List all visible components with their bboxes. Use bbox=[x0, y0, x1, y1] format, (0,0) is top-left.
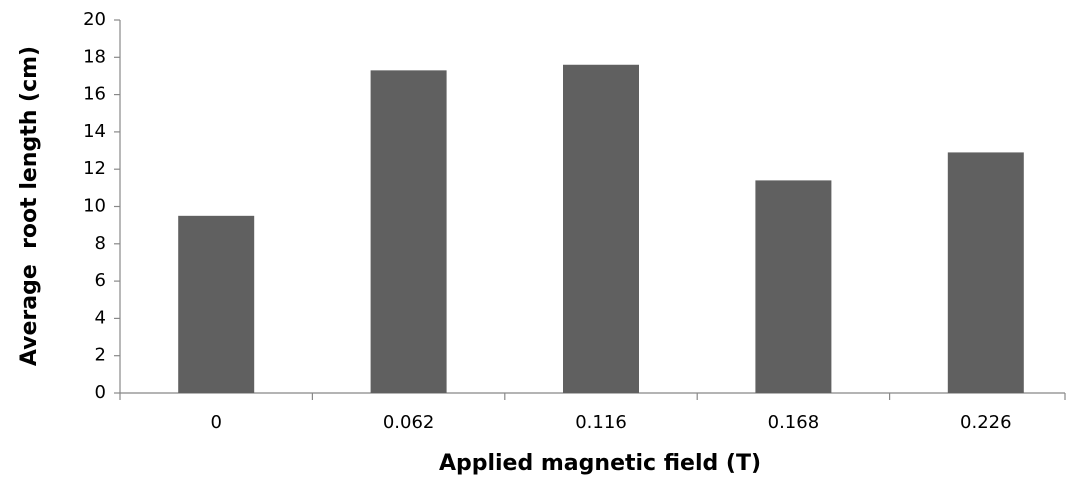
x-tick-label: 0.062 bbox=[383, 412, 435, 433]
y-tick-label: 2 bbox=[95, 345, 106, 366]
bar bbox=[947, 152, 1024, 393]
x-tick-label: 0.226 bbox=[960, 412, 1012, 433]
y-tick-label: 16 bbox=[83, 84, 106, 105]
x-tick-label: 0.116 bbox=[575, 412, 627, 433]
bar bbox=[563, 64, 639, 393]
bar bbox=[370, 70, 447, 393]
y-tick-label: 0 bbox=[95, 382, 106, 403]
y-tick-label: 8 bbox=[95, 233, 106, 254]
y-tick-label: 18 bbox=[83, 46, 106, 67]
y-tick-label: 6 bbox=[95, 270, 106, 291]
y-tick-label: 10 bbox=[83, 196, 106, 217]
x-tick-label: 0 bbox=[210, 412, 221, 433]
y-tick-label: 14 bbox=[83, 121, 106, 142]
y-tick-label: 20 bbox=[83, 9, 106, 30]
y-tick-label: 12 bbox=[83, 158, 106, 179]
x-tick-label: 0.168 bbox=[768, 412, 820, 433]
y-tick-label: 4 bbox=[95, 307, 106, 328]
bar bbox=[755, 180, 832, 393]
y-axis-label: Average root length (cm) bbox=[17, 46, 42, 366]
bar bbox=[178, 215, 255, 393]
x-axis-label: Applied magnetic field (T) bbox=[439, 451, 761, 476]
